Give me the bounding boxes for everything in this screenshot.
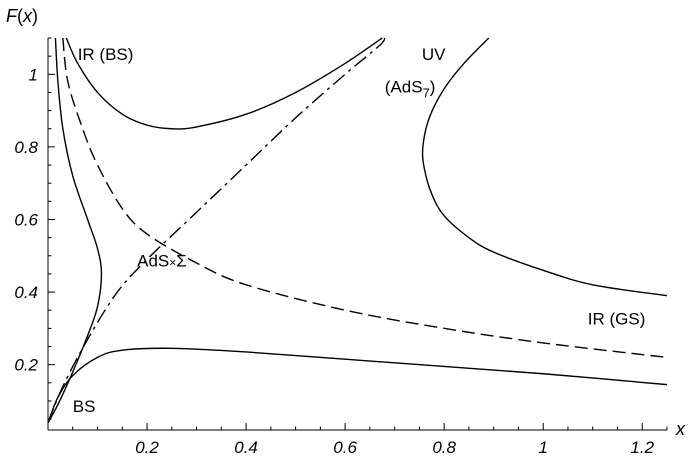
curve-solid-4 xyxy=(47,347,668,423)
x-axis-label: x xyxy=(675,419,686,439)
y-tick-label: 0.8 xyxy=(14,138,38,157)
annotation-ir-bs: IR (BS) xyxy=(78,45,134,64)
annotation-bs: BS xyxy=(73,397,96,416)
curve-dashed-5 xyxy=(62,37,668,359)
x-tick-label: 0.4 xyxy=(234,438,258,457)
x-tick-label: 0.2 xyxy=(135,438,159,457)
annotation-ads: AdS×Σ xyxy=(137,252,187,271)
y-axis-label: F(x) xyxy=(6,6,38,26)
curve-dashdot-6 xyxy=(47,37,386,424)
curve-solid-2 xyxy=(421,37,668,297)
y-tick-label: 1 xyxy=(29,65,38,84)
x-tick-label: 1.2 xyxy=(630,438,654,457)
curves xyxy=(47,37,668,424)
x-tick-label: 0.8 xyxy=(432,438,456,457)
annotation-ir-gs: IR (GS) xyxy=(588,310,646,329)
curve-solid-3 xyxy=(47,37,103,424)
annotation-uv: UV xyxy=(422,45,446,64)
y-tick-label: 0.2 xyxy=(14,356,38,375)
y-tick-label: 0.6 xyxy=(14,210,38,229)
x-tick-label: 0.6 xyxy=(333,438,357,457)
annotation-ads7: (AdS7) xyxy=(385,77,436,100)
annotations: IR (BS) UV (AdS7) AdS×Σ IR (GS) BS xyxy=(73,45,646,416)
x-tick-label: 1 xyxy=(538,438,547,457)
axes: 0.2 0.4 0.6 0.8 1 1.2 0.2 0.4 0.6 0.8 1 xyxy=(14,37,668,457)
y-tick-label: 0.4 xyxy=(14,283,38,302)
curve-solid-1 xyxy=(65,37,383,130)
